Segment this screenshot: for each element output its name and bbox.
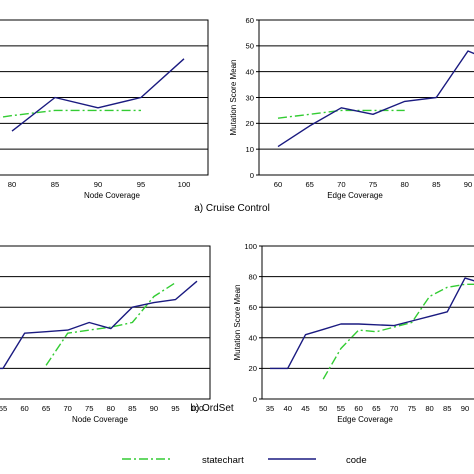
y-tick-label: 40 [246, 67, 254, 76]
x-tick-label: 80 [8, 180, 16, 189]
legend-statechart-label: statechart [202, 455, 244, 466]
x-tick-label: 70 [390, 404, 398, 413]
x-tick-label: 75 [85, 404, 93, 413]
caption-cruise-control: a) Cruise Control [194, 203, 270, 214]
chart-panel-2: 0 10 20 30 40 50 60 60 65 70 75 80 85 90 Edge Coverage… [229, 16, 474, 200]
series-statechart-line [45, 282, 176, 366]
x-tick-label: 45 [301, 404, 309, 413]
y-tick-label: 10 [246, 145, 254, 154]
x-tick-label: 100 [178, 180, 191, 189]
x-tick-label: 80 [107, 404, 115, 413]
x-tick-label: 55 [337, 404, 345, 413]
y-tick-label: 20 [246, 119, 254, 128]
x-tick-label: 35 [266, 404, 274, 413]
y-tick-label: 100 [244, 242, 257, 251]
x-tick-label: 70 [337, 180, 345, 189]
series-code-line [0, 280, 198, 370]
x-tick-label: 100 [191, 404, 204, 413]
series-code-line [270, 277, 474, 370]
plot-frame [0, 245, 211, 400]
y-tick-label: 20 [249, 364, 257, 373]
y-axis-label: Mutation Score Mean [229, 59, 238, 135]
x-tick-label: 65 [372, 404, 380, 413]
x-tick-label: 80 [425, 404, 433, 413]
y-tick-label: 80 [249, 272, 257, 281]
x-tick-label: 40 [284, 404, 292, 413]
x-tick-label: 85 [51, 180, 59, 189]
x-tick-label: 65 [42, 404, 50, 413]
x-tick-label: 60 [20, 404, 28, 413]
y-axis-label: Mutation Score Mean [233, 284, 242, 360]
x-tick-label: 85 [432, 180, 440, 189]
y-tick-label: 30 [246, 93, 254, 102]
series-statechart-line [277, 109, 405, 119]
x-tick-label: 65 [305, 180, 313, 189]
legend-code-label: code [346, 455, 367, 466]
y-tick-label: 40 [249, 334, 257, 343]
caption-ordset: b) OrdSet [190, 403, 234, 414]
series-statechart-line [322, 283, 474, 380]
x-tick-label: 60 [274, 180, 282, 189]
x-axis-label: Edge Coverage [337, 415, 393, 424]
x-tick-label: 90 [461, 404, 469, 413]
x-axis-label: Node Coverage [72, 415, 129, 424]
y-tick-label: 0 [253, 395, 257, 404]
x-tick-label: 55 [0, 404, 7, 413]
x-tick-label: 85 [443, 404, 451, 413]
y-tick-label: 0 [250, 171, 254, 180]
x-tick-label: 85 [128, 404, 136, 413]
x-tick-label: 75 [369, 180, 377, 189]
x-tick-label: 70 [63, 404, 71, 413]
x-tick-label: 90 [464, 180, 472, 189]
chart-panel-1: 80 85 90 95 100 Node Coverage [0, 19, 209, 200]
series-code-line [11, 58, 185, 132]
chart-panel-4: 0 20 40 60 80 100 35 40 45 50 55 60 65 70 75 80 85 90 Edge… [233, 242, 474, 424]
series-statechart-line [0, 109, 141, 119]
plot-frame [261, 245, 474, 400]
x-tick-label: 75 [408, 404, 416, 413]
y-tick-label: 60 [246, 16, 254, 25]
x-tick-label: 50 [319, 404, 327, 413]
series-code-line [277, 50, 474, 148]
legend: statechart code [122, 455, 367, 466]
x-tick-label: 80 [400, 180, 408, 189]
x-tick-label: 95 [137, 180, 145, 189]
x-tick-label: 90 [94, 180, 102, 189]
y-tick-label: 60 [249, 303, 257, 312]
chart-panel-3: 55 60 65 70 75 80 85 90 95 100 Node Coverage [0, 245, 211, 424]
x-tick-label: 90 [150, 404, 158, 413]
x-tick-label: 95 [171, 404, 179, 413]
y-tick-label: 50 [246, 42, 254, 51]
x-tick-label: 60 [354, 404, 362, 413]
x-axis-label: Node Coverage [84, 191, 141, 200]
x-axis-label: Edge Coverage [327, 191, 383, 200]
